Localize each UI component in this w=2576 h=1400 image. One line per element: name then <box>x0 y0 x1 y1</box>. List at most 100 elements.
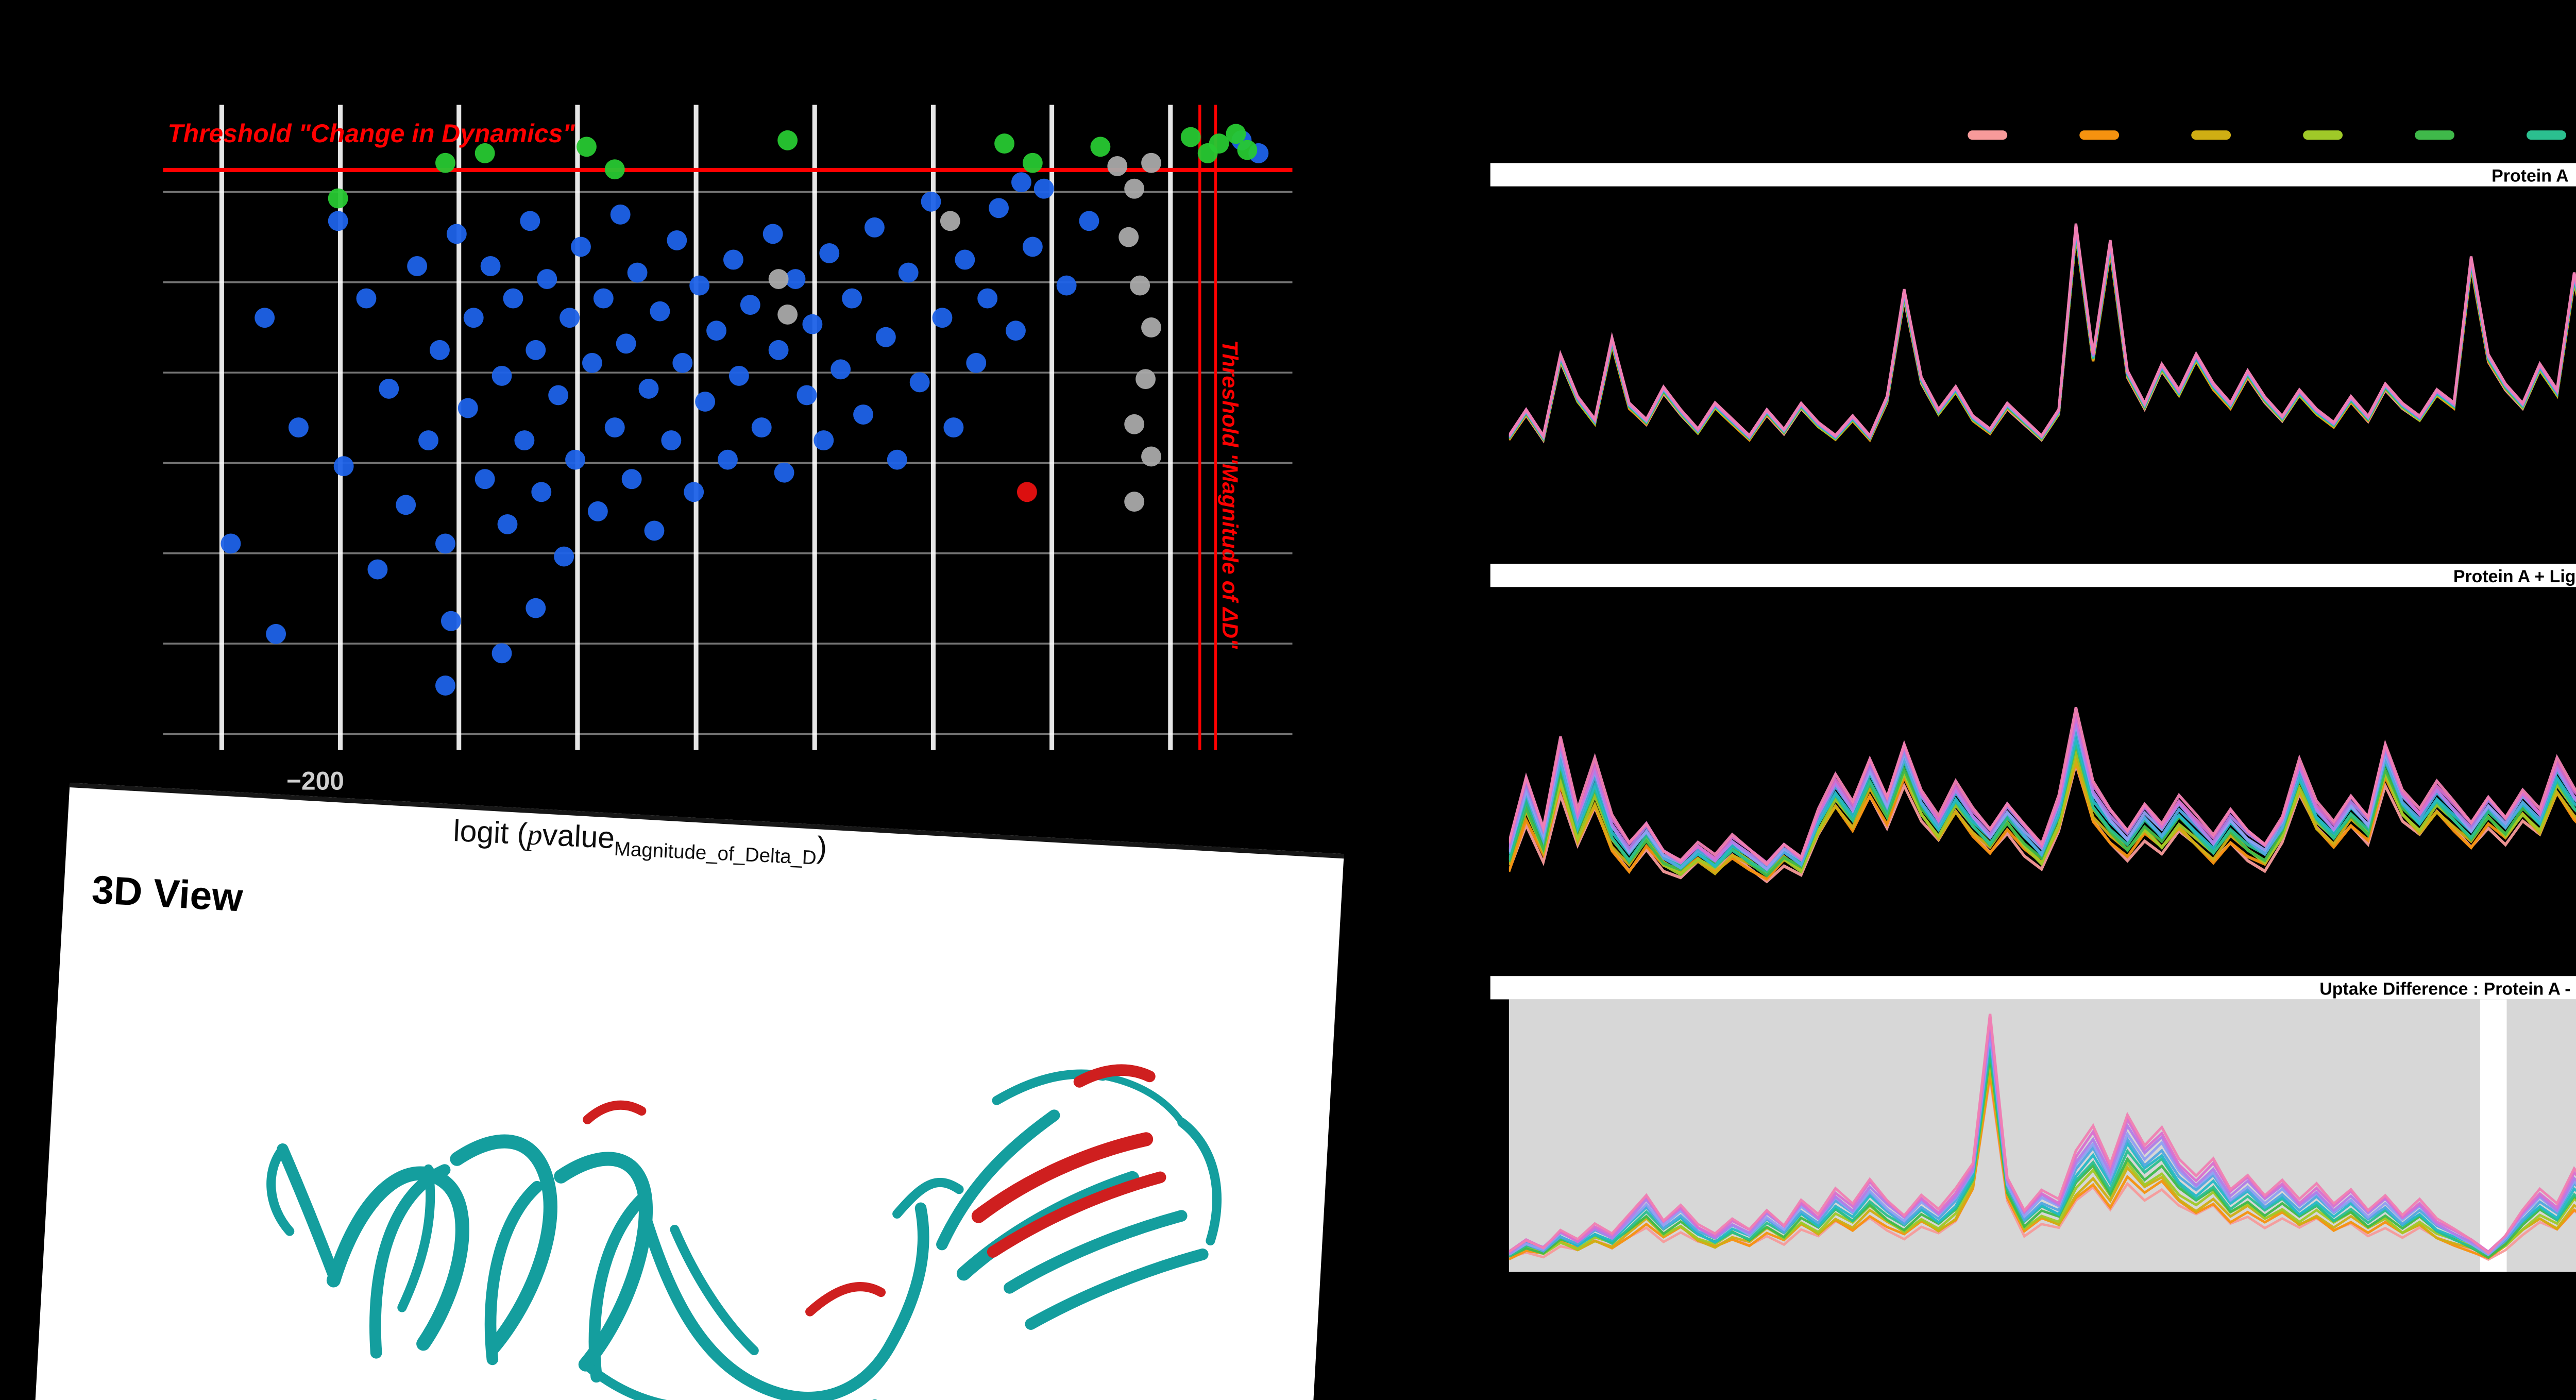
volcano-point[interactable] <box>266 623 286 644</box>
volcano-point[interactable] <box>463 308 484 328</box>
volcano-point[interactable] <box>356 288 377 309</box>
uptake-line[interactable] <box>1509 655 2576 870</box>
uptake-difference-canvas[interactable] <box>1509 999 2576 1272</box>
volcano-point[interactable] <box>1124 492 1145 512</box>
uptake-chart-protein-a-ligand[interactable] <box>1509 589 2576 953</box>
volcano-point[interactable] <box>940 211 960 231</box>
volcano-point[interactable] <box>684 482 704 502</box>
volcano-point[interactable] <box>627 262 648 283</box>
volcano-point[interactable] <box>435 676 455 696</box>
volcano-point[interactable] <box>474 143 495 163</box>
volcano-point[interactable] <box>1136 369 1156 390</box>
uptake-line[interactable] <box>1509 234 2576 484</box>
uptake-canvas-protein-a[interactable] <box>1509 189 2576 543</box>
volcano-point[interactable] <box>887 449 907 470</box>
uptake-line[interactable] <box>1509 230 2576 465</box>
volcano-point[interactable] <box>526 340 546 360</box>
volcano-point[interactable] <box>1141 153 1161 173</box>
volcano-point[interactable] <box>943 417 964 438</box>
volcano-point[interactable] <box>1118 227 1139 247</box>
volcano-point[interactable] <box>503 288 523 309</box>
volcano-point[interactable] <box>909 372 930 393</box>
volcano-point[interactable] <box>932 308 953 328</box>
volcano-point[interactable] <box>819 243 840 263</box>
uptake-line[interactable] <box>1509 223 2576 443</box>
volcano-point[interactable] <box>537 269 557 289</box>
legend-swatch[interactable] <box>2415 130 2454 141</box>
uptake-line[interactable] <box>1509 1041 2576 1257</box>
volcano-point[interactable] <box>430 340 450 360</box>
volcano-point[interactable] <box>333 456 354 477</box>
volcano-point[interactable] <box>672 352 693 373</box>
volcano-point[interactable] <box>689 275 710 296</box>
legend-swatch[interactable] <box>2527 130 2566 141</box>
volcano-point[interactable] <box>328 211 348 231</box>
volcano-point[interactable] <box>723 249 743 270</box>
uptake-line[interactable] <box>1509 617 2576 865</box>
volcano-point[interactable] <box>667 230 687 250</box>
volcano-point[interactable] <box>582 352 602 373</box>
volcano-point[interactable] <box>1056 275 1077 296</box>
volcano-canvas[interactable] <box>163 105 1293 750</box>
volcano-point[interactable] <box>367 559 388 580</box>
volcano-point[interactable] <box>514 430 535 451</box>
volcano-point[interactable] <box>1180 127 1201 147</box>
volcano-point[interactable] <box>1090 137 1111 157</box>
volcano-point[interactable] <box>777 130 798 150</box>
uptake-canvas-protein-a-ligand[interactable] <box>1509 589 2576 953</box>
volcano-point[interactable] <box>379 378 399 399</box>
volcano-point[interactable] <box>661 430 682 451</box>
volcano-point[interactable] <box>492 643 512 664</box>
volcano-point[interactable] <box>774 462 794 483</box>
volcano-point[interactable] <box>554 546 574 567</box>
uptake-line[interactable] <box>1509 1014 2576 1255</box>
volcano-point[interactable] <box>435 533 455 554</box>
volcano-point[interactable] <box>587 501 608 521</box>
uptake-line[interactable] <box>1509 644 2576 871</box>
uptake-line[interactable] <box>1509 607 2576 866</box>
volcano-point[interactable] <box>435 153 455 173</box>
volcano-point[interactable] <box>831 359 851 380</box>
volcano-point[interactable] <box>955 249 975 270</box>
volcano-point[interactable] <box>751 417 772 438</box>
uptake-difference-chart[interactable] <box>1509 999 2576 1272</box>
volcano-point[interactable] <box>762 224 783 244</box>
volcano-point[interactable] <box>740 295 760 315</box>
uptake-line[interactable] <box>1509 1057 2576 1258</box>
legend-swatch[interactable] <box>2191 130 2231 141</box>
uptake-line[interactable] <box>1509 635 2576 871</box>
volcano-point[interactable] <box>1022 237 1043 257</box>
volcano-point[interactable] <box>526 598 546 618</box>
volcano-point[interactable] <box>994 133 1014 154</box>
volcano-point[interactable] <box>457 398 478 418</box>
volcano-point[interactable] <box>728 365 749 386</box>
volcano-point[interactable] <box>768 269 789 289</box>
volcano-point[interactable] <box>604 159 625 180</box>
uptake-line[interactable] <box>1509 229 2576 461</box>
volcano-point[interactable] <box>921 191 941 212</box>
volcano-point[interactable] <box>1006 321 1026 341</box>
uptake-line[interactable] <box>1509 233 2576 480</box>
volcano-point[interactable] <box>593 288 614 309</box>
volcano-point[interactable] <box>1033 178 1054 199</box>
volcano-point[interactable] <box>396 495 416 515</box>
volcano-point[interactable] <box>966 352 987 373</box>
volcano-point[interactable] <box>1107 156 1128 176</box>
volcano-point[interactable] <box>706 321 726 341</box>
volcano-point[interactable] <box>977 288 998 309</box>
volcano-plot[interactable] <box>163 105 1293 750</box>
volcano-point[interactable] <box>1141 446 1161 467</box>
legend-swatch[interactable] <box>1968 130 2008 141</box>
volcano-point[interactable] <box>289 417 309 438</box>
volcano-point[interactable] <box>616 333 636 354</box>
volcano-point[interactable] <box>865 217 885 238</box>
volcano-point[interactable] <box>1079 211 1099 231</box>
volcano-point[interactable] <box>1237 140 1258 160</box>
volcano-point[interactable] <box>1124 178 1145 199</box>
volcano-point[interactable] <box>560 308 580 328</box>
volcano-point[interactable] <box>718 449 738 470</box>
volcano-point[interactable] <box>1130 275 1150 296</box>
volcano-point[interactable] <box>577 137 597 157</box>
volcano-point[interactable] <box>480 256 501 276</box>
volcano-point[interactable] <box>898 262 919 283</box>
